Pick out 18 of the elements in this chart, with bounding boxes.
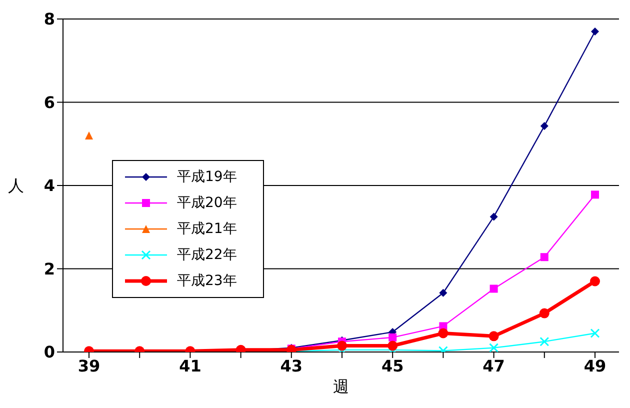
x-axis-title: 週 <box>333 377 349 396</box>
legend-label: 平成21年 <box>177 220 237 238</box>
x-tick-label: 39 <box>78 356 100 376</box>
y-tick-label: 0 <box>44 342 55 362</box>
x-tick-label: 43 <box>280 356 303 376</box>
y-tick-label: 8 <box>44 10 55 29</box>
legend-label: 平成23年 <box>177 272 237 290</box>
legend-label: 平成22年 <box>177 246 237 264</box>
legend-label: 平成20年 <box>177 194 237 212</box>
x-tick-label: 41 <box>179 356 202 376</box>
y-tick-label: 2 <box>44 259 55 278</box>
y-axis-title: 人 <box>8 176 24 196</box>
y-tick-label: 6 <box>44 92 55 112</box>
x-tick-label: 47 <box>482 356 505 376</box>
x-tick-label: 45 <box>381 356 404 376</box>
legend-label: 平成19年 <box>177 168 237 186</box>
y-tick-label: 4 <box>44 176 55 196</box>
x-tick-label: 49 <box>584 356 606 376</box>
